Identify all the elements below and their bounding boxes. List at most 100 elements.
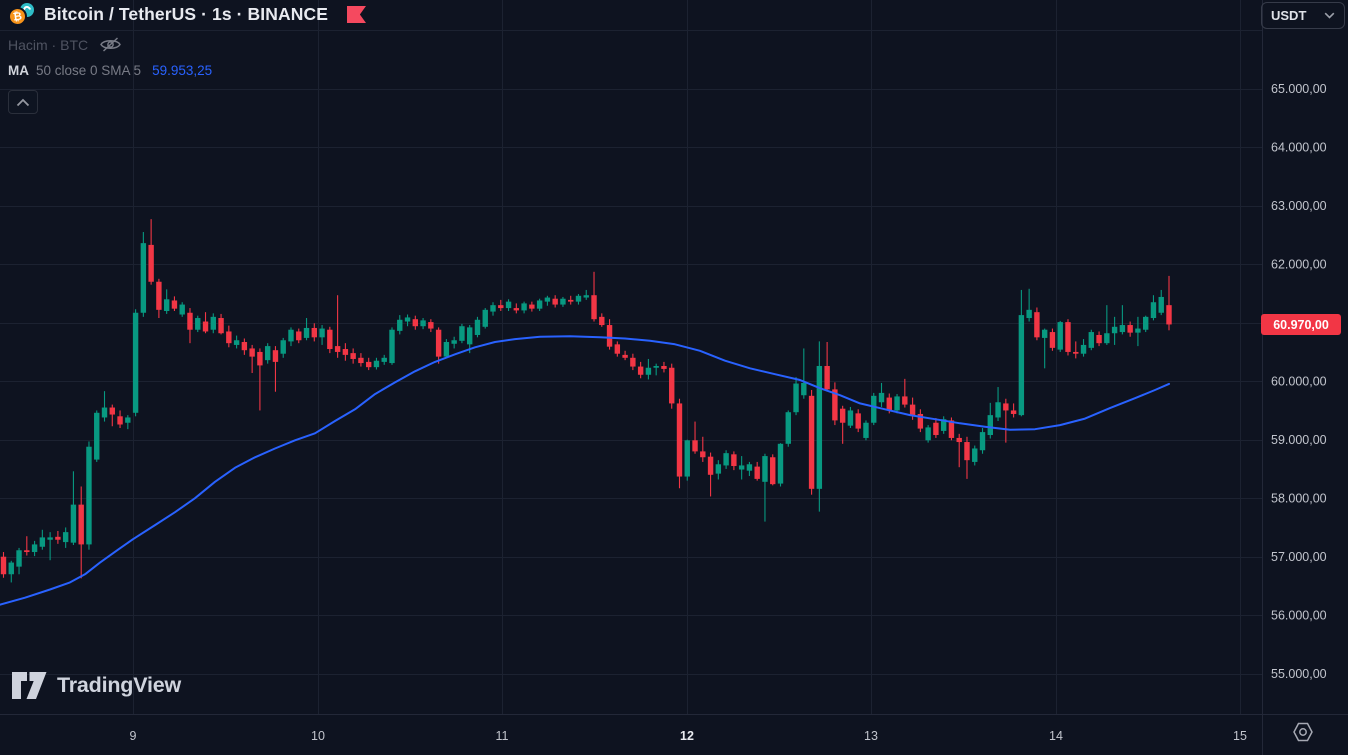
candle-body [808,395,815,489]
candle-body [847,410,854,426]
tradingview-logo-text: TradingView [57,673,182,697]
candle-body [669,367,675,404]
candle-body [490,305,496,312]
candle-body [62,532,69,543]
candle-body [785,412,791,444]
candle-body [1119,325,1126,333]
symbol-title[interactable]: Bitcoin / TetherUS · 1s · BINANCE [44,4,328,24]
candle-body [777,443,784,484]
last-price-badge: 60.970,00 [1261,313,1341,335]
candle-body [925,427,931,441]
time-axis[interactable]: 9 10 11 12 13 14 15 [130,729,1247,743]
candle-body [630,357,636,367]
axis-settings-button[interactable] [1290,719,1316,744]
candle-body [599,316,605,326]
eye-slash-icon[interactable] [99,36,122,53]
candle-body [101,407,108,418]
candle-body [319,328,325,338]
price-axis-label: 62.000,00 [1271,258,1327,272]
candle-body [738,465,745,470]
price-axis-label: 56.000,00 [1271,609,1327,623]
candle-body [529,304,535,309]
candle-body [754,466,760,479]
candle-body [148,244,154,282]
volume-indicator-row[interactable]: Hacim · BTC [8,36,122,53]
candle-body [1057,322,1063,350]
candle-body [381,357,387,362]
candle-body [746,464,753,471]
candle-body [474,319,481,335]
candle-body [16,550,22,567]
candle-body [676,403,683,477]
candle-body [78,504,84,545]
candle-body [117,416,123,425]
candle-body [342,349,349,355]
candle-body [210,316,216,330]
candle-body [202,321,209,332]
candle-body [195,318,201,330]
candle-body [70,504,77,543]
price-axis[interactable]: 65.000,00 64.000,00 63.000,00 62.000,00 60.0… [1271,82,1327,681]
candle-body [684,440,690,477]
candle-body [614,344,621,354]
time-axis-label: 10 [311,729,325,743]
candle-body [521,303,527,311]
candle-body [855,413,861,429]
flag-icon[interactable] [346,6,366,23]
candle-body [451,340,457,344]
candle-body [948,420,955,438]
candle-body [940,419,947,431]
candle-body [1080,344,1087,354]
candle-body [622,354,628,358]
candle-body [793,383,799,413]
chevron-up-icon [16,98,30,106]
candle-body [878,392,885,403]
symbol-title-row[interactable]: ₿ Bitcoin / TetherUS · 1s · BINANCE [6,3,366,28]
legend-collapse-button[interactable] [8,90,38,114]
candle-body [311,327,317,338]
grid-lines [0,0,1262,714]
candle-body [420,320,426,327]
time-axis-label: 11 [496,729,509,743]
ma-indicator-row[interactable]: MA 50 close 0 SMA 5 59.953,25 [8,63,212,78]
candle-body [987,415,993,436]
candle-body [94,412,100,460]
candle-body [637,366,644,375]
tradingview-logo[interactable]: TradingView [12,671,181,700]
candle-body [498,305,504,309]
candle-body [715,464,722,474]
candle-body [171,300,178,309]
time-axis-label: 9 [130,729,137,743]
price-axis-label: 65.000,00 [1271,82,1327,96]
candle-body [544,297,551,302]
candle-body [109,407,115,415]
candle-body [956,437,962,443]
candle-body [264,346,271,361]
currency-selector-label: USDT [1271,8,1307,23]
ma-indicator-value: 59.953,25 [152,63,213,78]
candle-body [723,453,729,466]
candle-body [832,389,838,421]
candle-body [428,322,434,329]
candle-body [575,295,582,302]
candle-body [132,312,139,413]
candle-body [467,327,473,345]
candle-body [443,342,450,357]
candle-body [296,331,302,341]
ma-indicator-params: 50 close 0 SMA 5 [36,63,142,78]
candle-body [972,448,978,462]
candle-body [653,365,659,368]
currency-selector-button[interactable]: USDT [1261,2,1345,29]
candle-body [1026,309,1032,319]
candle-body [226,331,232,344]
candle-body [552,298,558,305]
candle-body [995,402,1001,418]
candle-body [770,457,776,485]
candle-body [1034,312,1040,338]
candle-body [334,346,341,352]
candle-body [187,312,193,330]
candle-body [350,353,356,359]
btc-usdt-pair-icon: ₿ [6,3,35,28]
